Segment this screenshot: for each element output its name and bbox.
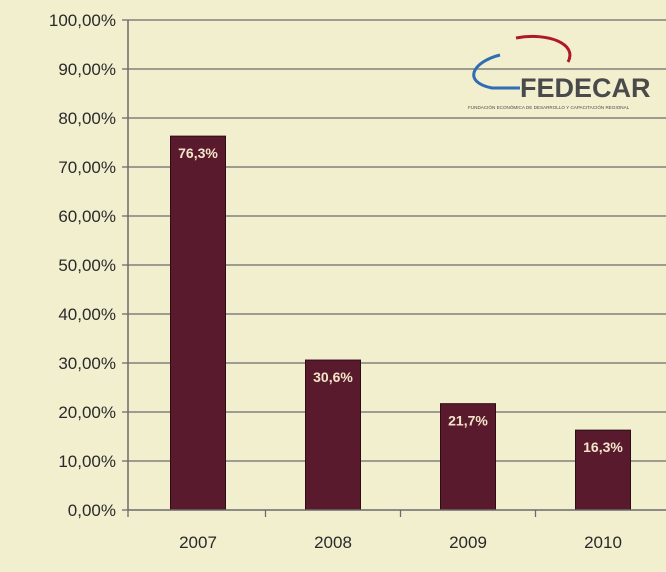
logo-subtext: FUNDACIÓN ECONÓMICA DE DESARROLLO Y CAPA… (468, 104, 630, 110)
x-tick-label: 2010 (584, 533, 622, 552)
axes (127, 20, 666, 517)
y-tick-label: 80,00% (58, 109, 116, 128)
logo-swoosh-red (515, 34, 572, 63)
bars (170, 135, 631, 511)
y-tick-label: 60,00% (58, 207, 116, 226)
y-tick-label: 10,00% (58, 452, 116, 471)
y-tick-label: 20,00% (58, 403, 116, 422)
data-label-2007: 76,3% (178, 145, 218, 161)
x-tick-label: 2008 (314, 533, 352, 552)
x-tick-label: 2009 (449, 533, 487, 552)
data-label-2010: 16,3% (583, 439, 623, 455)
bar-2007 (170, 135, 226, 511)
logo-text: FEDECAR (520, 73, 651, 103)
y-tick-label: 100,00% (49, 11, 116, 30)
x-axis-tick-labels: 2007 2008 2009 2010 (179, 533, 622, 552)
y-tick-label: 70,00% (58, 158, 116, 177)
y-tick-label: 40,00% (58, 305, 116, 324)
bar-2010 (575, 429, 631, 511)
bar-2008 (305, 359, 361, 511)
logo-swoosh-blue (472, 53, 520, 90)
data-label-2008: 30,6% (313, 369, 353, 385)
y-axis-tick-labels: 0,00% 10,00% 20,00% 30,00% 40,00% 50,00% 60,00… (49, 11, 116, 520)
bar-2009 (440, 403, 496, 511)
y-tick-label: 50,00% (58, 256, 116, 275)
y-tick-label: 0,00% (68, 501, 116, 520)
y-tick-label: 30,00% (58, 354, 116, 373)
data-label-2009: 21,7% (448, 413, 488, 429)
y-tick-label: 90,00% (58, 60, 116, 79)
fedecar-logo: FEDECAR FUNDACIÓN ECONÓMICA DE DESARROLL… (468, 34, 651, 110)
x-tick-label: 2007 (179, 533, 217, 552)
data-labels: 76,3% 30,6% 21,7% 16,3% (178, 145, 623, 455)
